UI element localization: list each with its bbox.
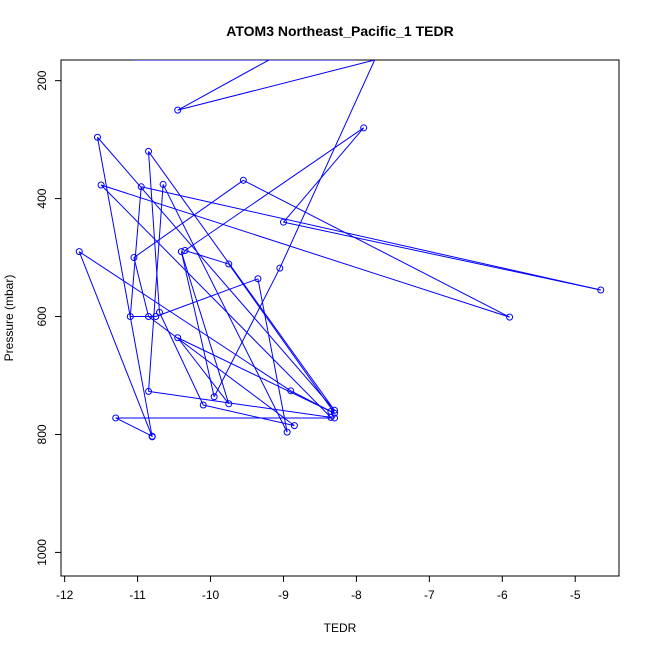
data-point bbox=[155, 308, 163, 316]
data-point bbox=[112, 414, 120, 422]
x-axis: -12 -11 -10 -9 -8 -7 -6 -5 bbox=[56, 576, 581, 602]
plot-frame bbox=[60, 59, 620, 577]
series-segment bbox=[243, 179, 510, 318]
x-axis-label: TEDR bbox=[324, 621, 357, 635]
series-segment bbox=[177, 60, 375, 111]
series-segment bbox=[115, 417, 153, 437]
series-segment bbox=[133, 179, 244, 258]
series-segment bbox=[78, 251, 292, 392]
series-segment bbox=[283, 221, 601, 291]
data-point bbox=[279, 218, 287, 226]
x-tick-label: -12 bbox=[56, 588, 74, 602]
data-point bbox=[225, 400, 233, 408]
data-point bbox=[174, 106, 182, 114]
x-tick-label: -9 bbox=[278, 588, 289, 602]
y-tick-label: 800 bbox=[35, 424, 49, 444]
data-point bbox=[75, 248, 83, 256]
data-point bbox=[276, 264, 284, 272]
series-segment bbox=[257, 278, 288, 433]
series-segment bbox=[141, 186, 601, 291]
data-point bbox=[331, 414, 339, 422]
series-segment bbox=[283, 127, 365, 223]
data-point bbox=[174, 334, 182, 342]
series-segment bbox=[133, 257, 150, 317]
data-point bbox=[130, 254, 138, 262]
chart-title: ATOM3 Northeast_Pacific_1 TEDR bbox=[226, 23, 453, 39]
data-point bbox=[145, 387, 153, 395]
data-point bbox=[126, 313, 134, 321]
series-segment bbox=[100, 184, 332, 418]
series bbox=[75, 60, 605, 441]
data-point bbox=[210, 393, 218, 401]
data-point bbox=[290, 422, 298, 430]
y-axis-label: Pressure (mbar) bbox=[2, 275, 16, 362]
series-segment bbox=[148, 184, 164, 392]
data-point bbox=[225, 260, 233, 268]
data-point bbox=[199, 401, 207, 409]
data-point bbox=[145, 313, 153, 321]
series-segment bbox=[129, 186, 142, 317]
data-point bbox=[506, 313, 514, 321]
data-point bbox=[331, 409, 339, 417]
x-tick-label: -10 bbox=[202, 588, 220, 602]
data-point bbox=[331, 406, 339, 414]
series-segment bbox=[148, 390, 331, 418]
data-point bbox=[152, 313, 160, 321]
x-tick-label: -11 bbox=[129, 588, 146, 602]
series-segment bbox=[180, 251, 215, 397]
x-tick-label: -7 bbox=[424, 588, 435, 602]
series-segment bbox=[177, 60, 270, 111]
data-point bbox=[327, 413, 335, 421]
series-segment bbox=[159, 312, 204, 406]
series-segment bbox=[279, 60, 376, 269]
series-segment bbox=[100, 184, 510, 318]
series-segment bbox=[180, 251, 230, 404]
x-tick-label: -5 bbox=[570, 588, 581, 602]
data-point bbox=[97, 181, 105, 189]
data-point bbox=[137, 183, 145, 191]
series-segment bbox=[184, 127, 364, 251]
series-segment bbox=[155, 278, 259, 317]
y-tick-label: 1000 bbox=[35, 539, 49, 566]
data-point bbox=[360, 124, 368, 132]
series-segment bbox=[96, 137, 153, 437]
data-point bbox=[597, 286, 605, 294]
data-point bbox=[93, 133, 101, 141]
series-segment bbox=[148, 151, 160, 313]
series-segment bbox=[162, 184, 288, 433]
series-segment bbox=[177, 337, 230, 405]
y-tick-label: 600 bbox=[35, 306, 49, 326]
series-segment bbox=[213, 267, 281, 397]
y-tick-label: 200 bbox=[35, 70, 49, 90]
y-axis: 200 400 600 800 1000 bbox=[35, 70, 61, 566]
data-point bbox=[283, 428, 291, 436]
series-segment bbox=[97, 136, 335, 411]
series-segment bbox=[78, 251, 153, 438]
series-segment bbox=[203, 404, 295, 427]
series-segment bbox=[228, 263, 335, 414]
series-segment bbox=[148, 151, 335, 411]
series-segment bbox=[184, 250, 229, 265]
data-point bbox=[177, 248, 185, 256]
plot-area bbox=[75, 60, 605, 441]
data-point bbox=[239, 176, 247, 184]
x-tick-label: -8 bbox=[351, 588, 362, 602]
data-point bbox=[159, 180, 167, 188]
data-point bbox=[254, 275, 262, 283]
data-point bbox=[145, 147, 153, 155]
y-tick-label: 400 bbox=[35, 188, 49, 208]
series-segment bbox=[148, 316, 295, 427]
data-point bbox=[148, 433, 156, 441]
x-tick-label: -6 bbox=[497, 588, 508, 602]
data-point bbox=[287, 387, 295, 395]
series-segment bbox=[177, 337, 335, 414]
data-point bbox=[181, 246, 189, 254]
